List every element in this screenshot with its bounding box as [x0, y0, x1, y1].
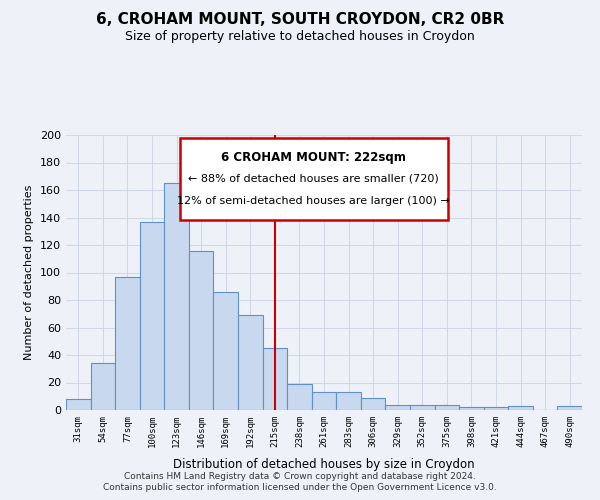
- Bar: [164, 183, 189, 410]
- Bar: [287, 384, 312, 410]
- Bar: [459, 407, 484, 410]
- Bar: [189, 250, 214, 410]
- Bar: [263, 348, 287, 410]
- Bar: [238, 315, 263, 410]
- Y-axis label: Number of detached properties: Number of detached properties: [25, 185, 34, 360]
- Bar: [140, 222, 164, 410]
- Text: Contains HM Land Registry data © Crown copyright and database right 2024.: Contains HM Land Registry data © Crown c…: [124, 472, 476, 481]
- Bar: [508, 406, 533, 410]
- Bar: [484, 407, 508, 410]
- Text: ← 88% of detached houses are smaller (720): ← 88% of detached houses are smaller (72…: [188, 174, 439, 184]
- Bar: [410, 404, 434, 410]
- Bar: [361, 398, 385, 410]
- Text: 6 CROHAM MOUNT: 222sqm: 6 CROHAM MOUNT: 222sqm: [221, 152, 406, 164]
- Bar: [336, 392, 361, 410]
- Bar: [115, 276, 140, 410]
- Bar: [385, 404, 410, 410]
- Bar: [312, 392, 336, 410]
- Text: Contains public sector information licensed under the Open Government Licence v3: Contains public sector information licen…: [103, 484, 497, 492]
- Text: Size of property relative to detached houses in Croydon: Size of property relative to detached ho…: [125, 30, 475, 43]
- X-axis label: Distribution of detached houses by size in Croydon: Distribution of detached houses by size …: [173, 458, 475, 471]
- Text: 12% of semi-detached houses are larger (100) →: 12% of semi-detached houses are larger (…: [178, 196, 450, 205]
- Bar: [434, 404, 459, 410]
- Text: 6, CROHAM MOUNT, SOUTH CROYDON, CR2 0BR: 6, CROHAM MOUNT, SOUTH CROYDON, CR2 0BR: [96, 12, 504, 28]
- Bar: [91, 363, 115, 410]
- FancyBboxPatch shape: [179, 138, 448, 220]
- Bar: [214, 292, 238, 410]
- Bar: [66, 399, 91, 410]
- Bar: [557, 406, 582, 410]
